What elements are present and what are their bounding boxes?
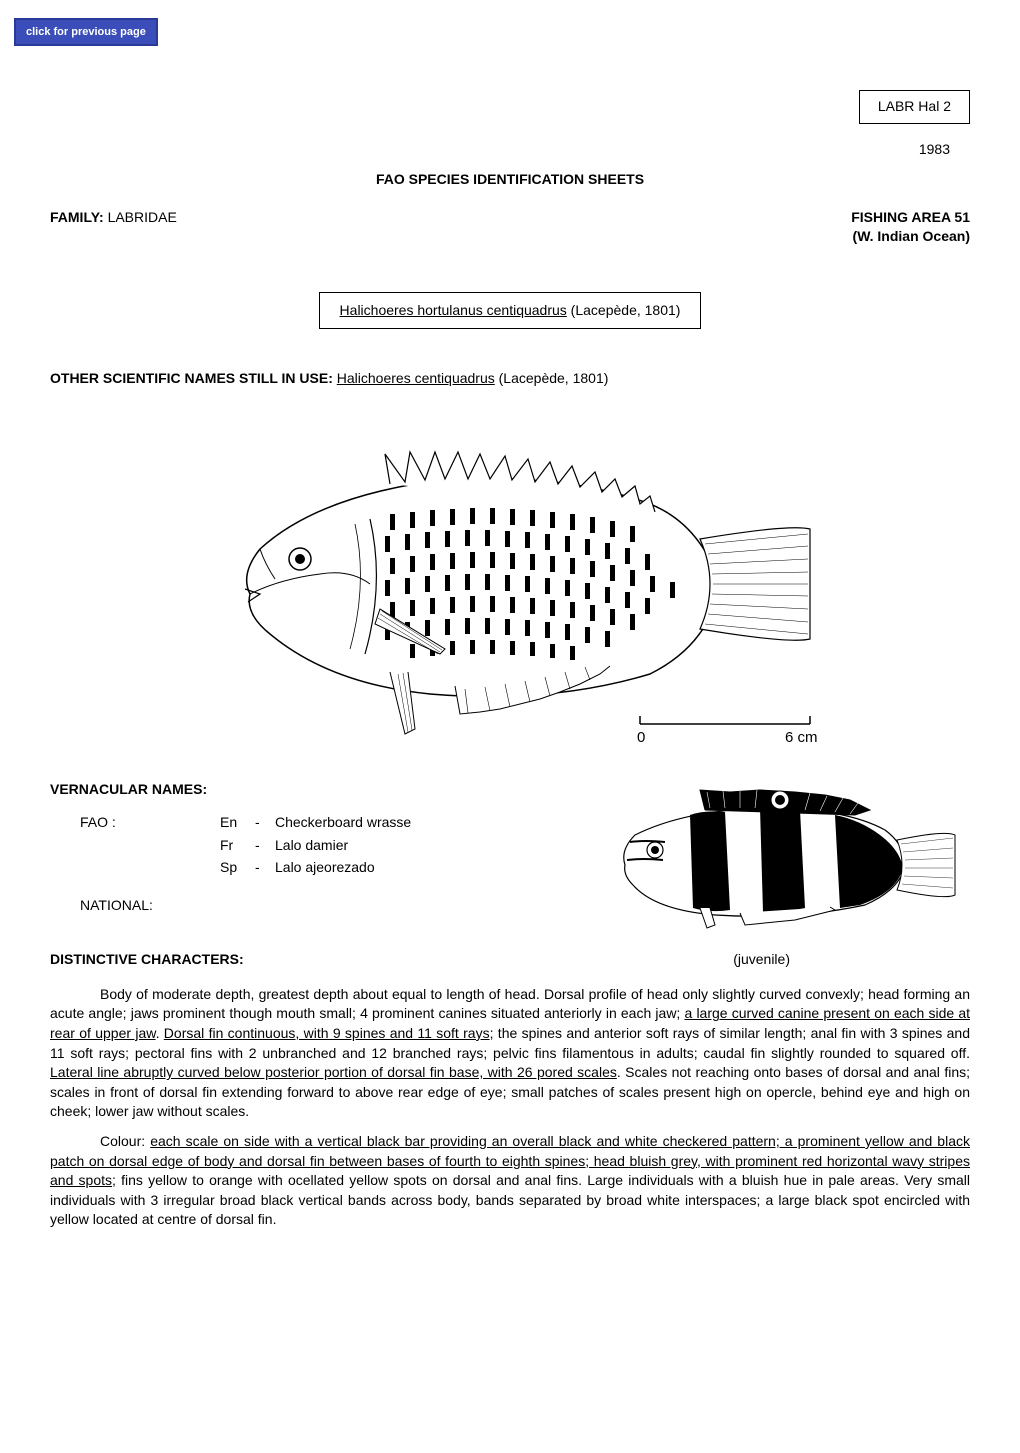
page-content: LABR Hal 2 1983 FAO SPECIES IDENTIFICATI… [0, 0, 1020, 1280]
publication-year: 1983 [919, 140, 950, 160]
body-text: Body of moderate depth, greatest depth a… [50, 985, 970, 1230]
lang-code-en: En [220, 811, 255, 833]
juvenile-label: (juvenile) [733, 950, 790, 970]
fishing-area-line1: FISHING AREA 51 [851, 208, 970, 228]
p2-text-1: Colour: [100, 1133, 150, 1149]
vernacular-row-en: FAO : En - Checkerboard wrasse [80, 811, 560, 833]
other-names-value: Halichoeres centiquadrus [337, 370, 495, 386]
species-code: LABR Hal 2 [878, 98, 951, 114]
family-label: FAMILY: [50, 209, 104, 225]
species-code-box: LABR Hal 2 [859, 90, 970, 124]
family-value: LABRIDAE [108, 209, 177, 225]
p1-text-2: . [156, 1025, 164, 1041]
fao-label: FAO : [80, 811, 220, 833]
family-block: FAMILY: LABRIDAE [50, 208, 177, 247]
species-scientific-name: Halichoeres hortulanus centiquadrus [340, 302, 567, 318]
fishing-area-line2: (W. Indian Ocean) [851, 227, 970, 247]
paragraph-2: Colour: each scale on side with a vertic… [50, 1132, 970, 1230]
scale-six: 6 cm [785, 729, 818, 744]
distinctive-heading: DISTINCTIVE CHARACTERS: [50, 950, 244, 970]
vernacular-row-sp: Sp - Lalo ajeorezado [80, 856, 560, 878]
p1-underline-3: Lateral line abruptly curved below poste… [50, 1064, 617, 1080]
distinctive-row: DISTINCTIVE CHARACTERS: (juvenile) [50, 935, 970, 970]
species-name-box: Halichoeres hortulanus centiquadrus (Lac… [319, 292, 702, 330]
scale-zero: 0 [637, 729, 645, 744]
dash: - [255, 834, 275, 856]
fishing-area-block: FISHING AREA 51 (W. Indian Ocean) [851, 208, 970, 247]
name-en: Checkerboard wrasse [275, 811, 411, 833]
name-fr: Lalo damier [275, 834, 348, 856]
national-label: NATIONAL: [80, 896, 560, 916]
name-sp: Lalo ajeorezado [275, 856, 375, 878]
dash: - [255, 856, 275, 878]
vernacular-block: VERNACULAR NAMES: FAO : En - Checkerboar… [50, 780, 560, 916]
other-names-label: OTHER SCIENTIFIC NAMES STILL IN USE: [50, 370, 333, 386]
species-author: (Lacepède, 1801) [567, 302, 681, 318]
fish-illustration: 0 6 cm [190, 424, 830, 744]
header-row: FAMILY: LABRIDAE FISHING AREA 51 (W. Ind… [50, 208, 970, 247]
other-names-block: OTHER SCIENTIFIC NAMES STILL IN USE: Hal… [50, 369, 970, 389]
lang-code-sp: Sp [220, 856, 255, 878]
p2-text-2: ; fins yellow to orange with ocellated y… [50, 1172, 970, 1227]
other-names-author: (Lacepède, 1801) [495, 370, 609, 386]
vernacular-row-fr: Fr - Lalo damier [80, 834, 560, 856]
lang-code-fr: Fr [220, 834, 255, 856]
vernacular-heading: VERNACULAR NAMES: [50, 780, 560, 800]
juvenile-illustration [595, 780, 965, 930]
dash: - [255, 811, 275, 833]
paragraph-1: Body of moderate depth, greatest depth a… [50, 985, 970, 1122]
juvenile-figure [590, 780, 970, 936]
lower-section: VERNACULAR NAMES: FAO : En - Checkerboar… [50, 780, 970, 936]
document-title: FAO SPECIES IDENTIFICATION SHEETS [50, 170, 970, 190]
p1-underline-2: Dorsal fin continuous, with 9 spines and… [164, 1025, 490, 1041]
main-fish-figure: 0 6 cm [50, 424, 970, 750]
